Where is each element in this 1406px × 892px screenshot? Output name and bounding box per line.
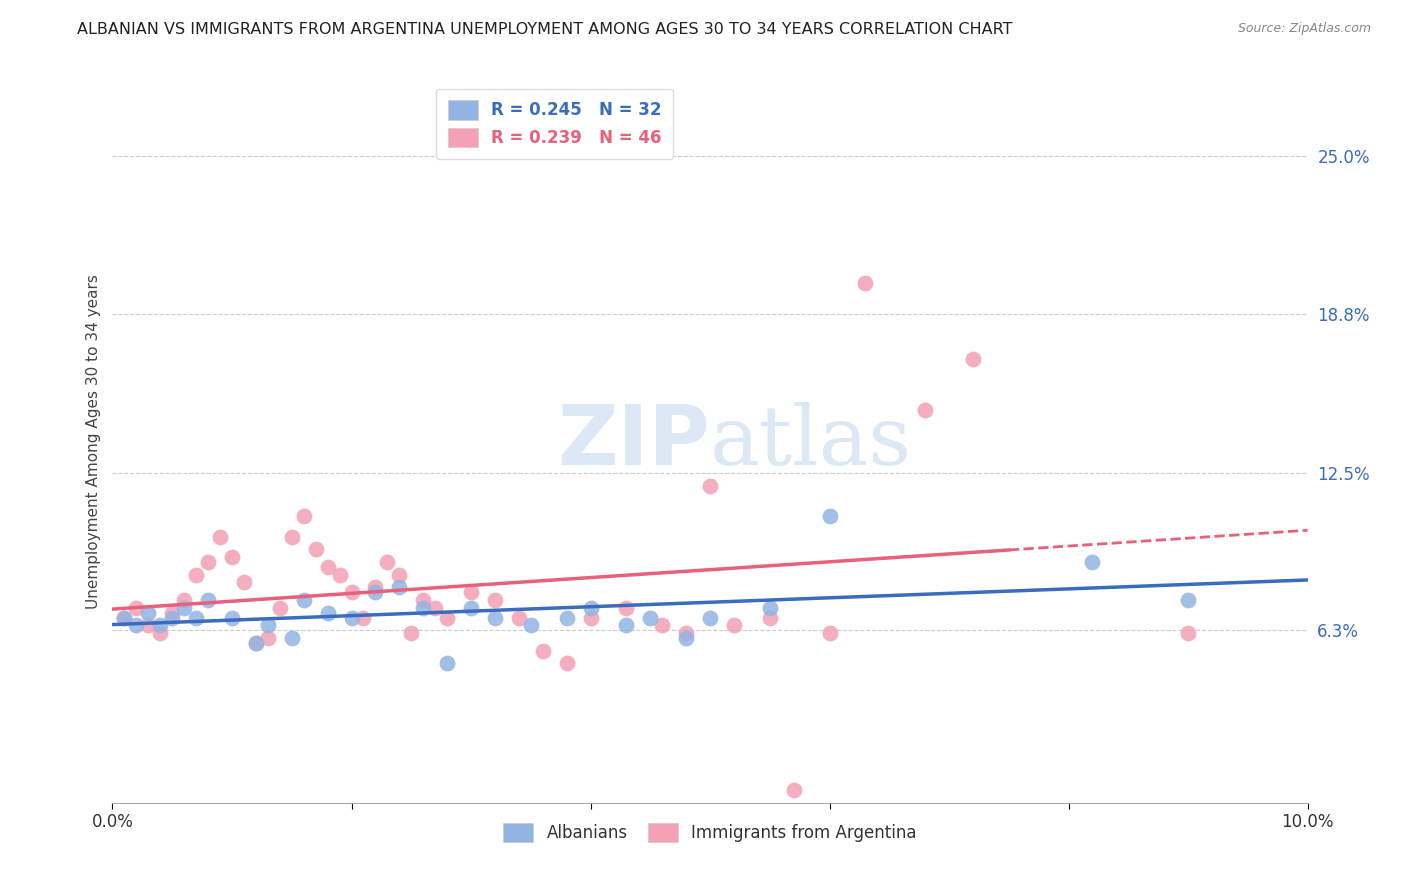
Point (555, 611, 578, 625)
Point (412, 600, 434, 615)
Point (305, 542, 328, 557)
Point (1177, 593, 1199, 607)
Point (149, 626, 172, 640)
Point (699, 611, 721, 625)
Point (425, 600, 447, 615)
Point (699, 479, 721, 493)
Point (484, 611, 506, 625)
Point (759, 600, 782, 615)
Point (401, 626, 423, 640)
Point (292, 509, 315, 524)
Point (484, 593, 506, 607)
Point (269, 600, 291, 615)
Point (149, 618, 172, 632)
Point (292, 593, 315, 607)
Point (555, 657, 578, 671)
Point (340, 585, 363, 599)
Y-axis label: Unemployment Among Ages 30 to 34 years: Unemployment Among Ages 30 to 34 years (86, 274, 101, 609)
Point (640, 611, 662, 625)
Point (329, 567, 352, 582)
Point (783, 783, 806, 797)
Point (616, 618, 638, 632)
Point (114, 611, 135, 625)
Point (173, 600, 195, 615)
Point (257, 631, 280, 645)
Point (197, 555, 219, 569)
Point (436, 657, 458, 671)
Point (364, 585, 387, 599)
Point (675, 626, 697, 640)
Point (364, 580, 387, 594)
Point (460, 600, 482, 615)
Point (316, 606, 339, 620)
Point (436, 611, 458, 625)
Legend: Albanians, Immigrants from Argentina: Albanians, Immigrants from Argentina (496, 816, 924, 848)
Point (651, 618, 673, 632)
Point (460, 585, 482, 599)
Point (818, 509, 841, 524)
Point (173, 593, 195, 607)
Point (186, 611, 208, 625)
Point (316, 560, 339, 574)
Point (221, 549, 243, 564)
Point (233, 575, 256, 590)
Point (1177, 626, 1199, 640)
Point (962, 352, 984, 367)
Point (759, 611, 782, 625)
Point (114, 611, 135, 625)
Point (579, 611, 602, 625)
Point (186, 567, 208, 582)
Point (412, 593, 434, 607)
Point (855, 276, 877, 290)
Point (353, 611, 375, 625)
Point (340, 611, 363, 625)
Point (245, 636, 267, 650)
Point (257, 618, 280, 632)
Point (125, 618, 148, 632)
Point (531, 643, 554, 657)
Point (520, 618, 543, 632)
Point (675, 631, 697, 645)
Point (1081, 555, 1104, 569)
Point (723, 618, 745, 632)
Point (197, 593, 219, 607)
Point (616, 600, 638, 615)
Point (162, 611, 183, 625)
Point (579, 600, 602, 615)
Point (818, 626, 841, 640)
Text: atlas: atlas (710, 401, 912, 482)
Text: ZIP: ZIP (558, 401, 710, 482)
Point (914, 402, 936, 417)
Point (388, 567, 411, 582)
Point (388, 580, 411, 594)
Point (138, 606, 160, 620)
Text: ALBANIAN VS IMMIGRANTS FROM ARGENTINA UNEMPLOYMENT AMONG AGES 30 TO 34 YEARS COR: ALBANIAN VS IMMIGRANTS FROM ARGENTINA UN… (77, 22, 1012, 37)
Point (221, 611, 243, 625)
Point (281, 530, 304, 544)
Point (125, 600, 148, 615)
Point (162, 606, 183, 620)
Point (281, 631, 304, 645)
Point (508, 611, 530, 625)
Point (377, 555, 399, 569)
Point (138, 618, 160, 632)
Point (209, 530, 232, 544)
Text: Source: ZipAtlas.com: Source: ZipAtlas.com (1237, 22, 1371, 36)
Point (245, 636, 267, 650)
